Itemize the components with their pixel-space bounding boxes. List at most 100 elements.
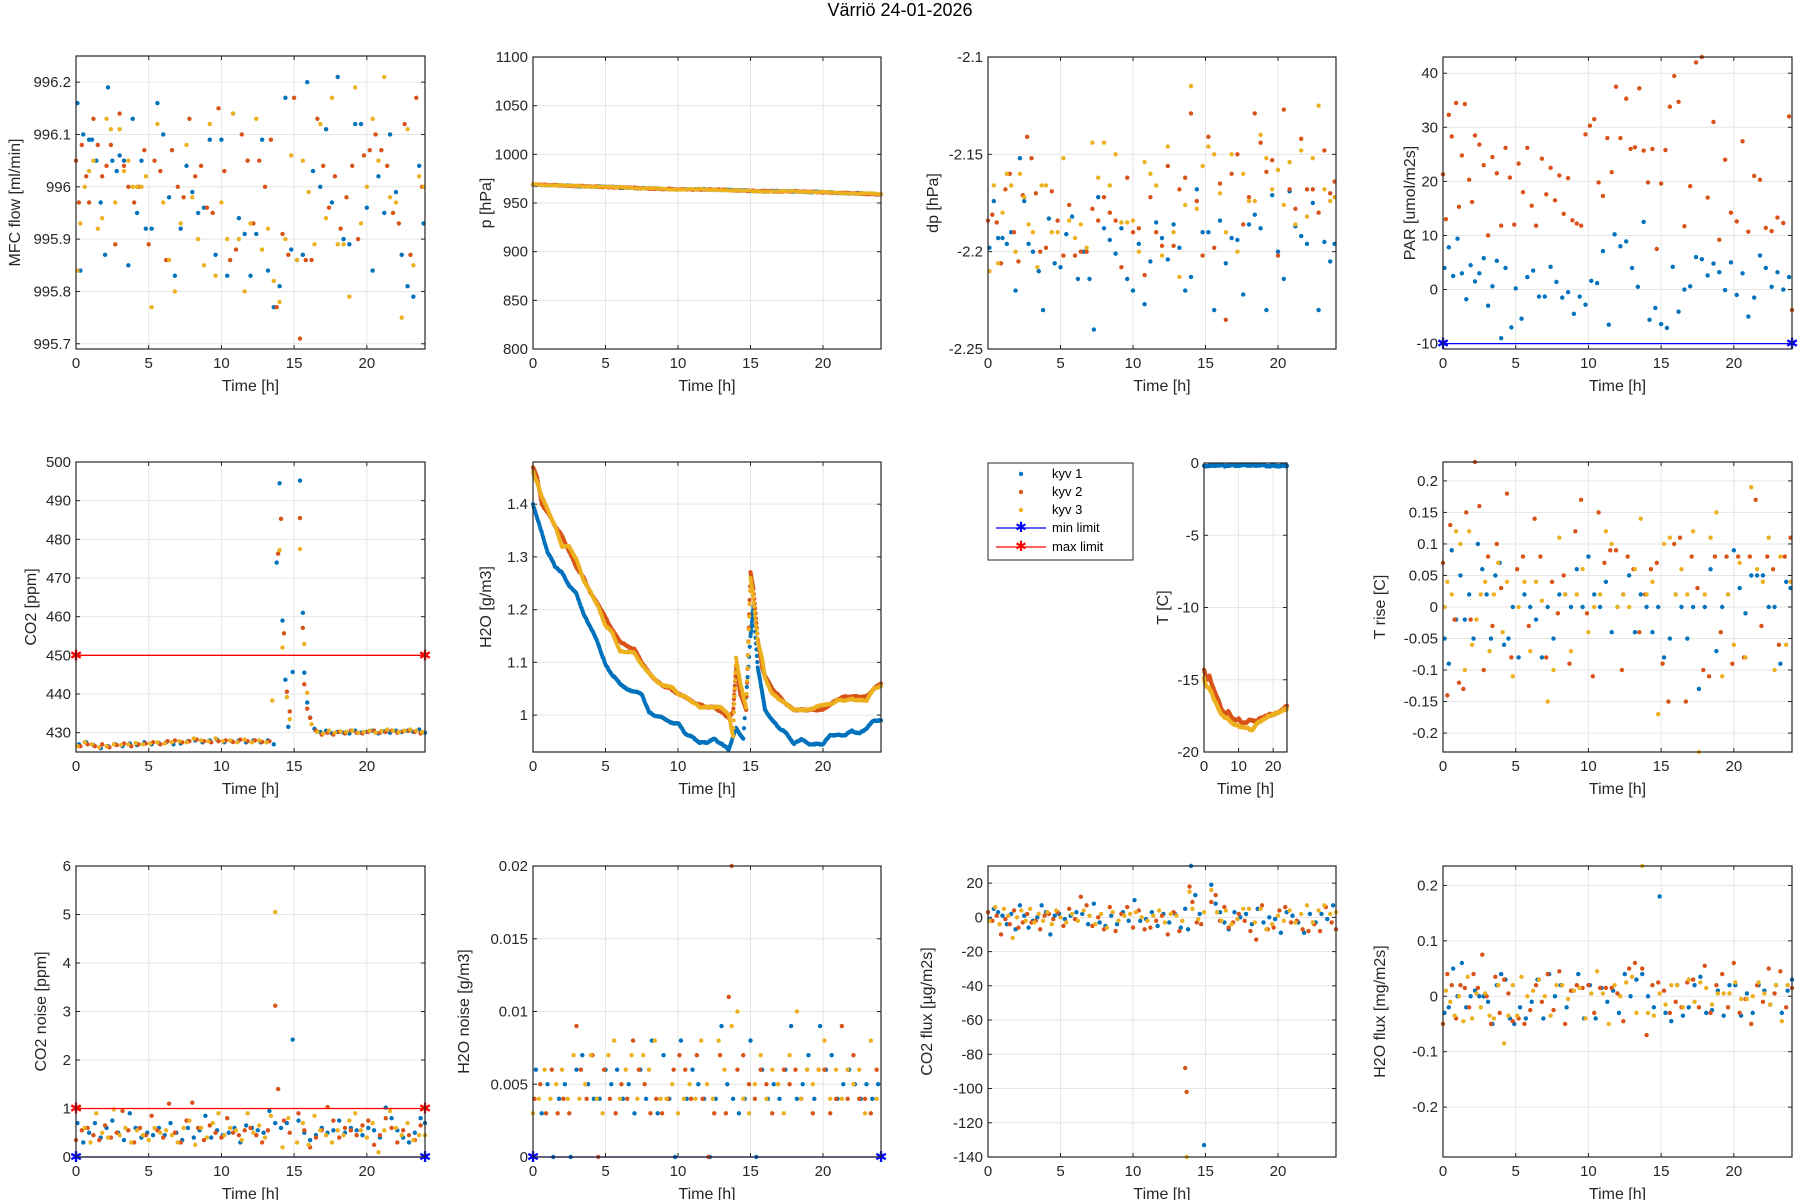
data-point bbox=[828, 1096, 833, 1102]
data-point bbox=[1154, 918, 1159, 923]
series-kyv3 bbox=[1201, 675, 1290, 733]
axes-frame bbox=[75, 461, 426, 753]
data-point bbox=[416, 1132, 422, 1138]
data-point bbox=[1485, 999, 1491, 1004]
data-point bbox=[1714, 982, 1719, 988]
data-point bbox=[997, 922, 1002, 927]
data-point bbox=[1154, 183, 1159, 188]
data-point bbox=[1647, 317, 1652, 322]
data-point bbox=[1258, 140, 1263, 145]
data-point bbox=[178, 226, 183, 231]
data-point bbox=[146, 242, 151, 247]
data-point bbox=[108, 127, 114, 132]
data-point bbox=[262, 1135, 268, 1140]
data-point bbox=[828, 1111, 833, 1116]
data-point bbox=[198, 1125, 204, 1131]
data-point bbox=[1449, 982, 1454, 988]
data-point bbox=[358, 121, 364, 127]
data-point bbox=[158, 1130, 163, 1135]
data-point bbox=[168, 1120, 173, 1126]
data-point bbox=[719, 1023, 724, 1029]
data-point bbox=[302, 1128, 307, 1133]
data-point bbox=[1501, 977, 1507, 982]
data-point bbox=[1258, 132, 1263, 138]
data-point bbox=[1052, 913, 1057, 918]
y-tick-label: -20 bbox=[961, 944, 983, 961]
data-point bbox=[726, 994, 731, 1000]
data-point bbox=[195, 210, 201, 216]
data-point bbox=[1246, 198, 1252, 204]
data-point bbox=[1259, 903, 1265, 908]
data-point bbox=[384, 163, 390, 169]
data-point bbox=[280, 645, 285, 650]
data-point bbox=[1704, 1010, 1709, 1016]
data-point bbox=[1022, 194, 1027, 200]
data-point bbox=[1316, 103, 1321, 108]
data-point bbox=[1696, 1005, 1702, 1010]
data-point bbox=[710, 187, 715, 192]
data-point bbox=[366, 1118, 371, 1123]
data-point bbox=[86, 168, 92, 174]
data-point bbox=[1769, 284, 1774, 290]
data-point bbox=[1539, 655, 1545, 660]
data-point bbox=[1027, 906, 1033, 911]
data-point bbox=[1728, 260, 1734, 265]
data-point bbox=[121, 168, 127, 174]
data-point bbox=[1557, 969, 1562, 974]
data-point bbox=[1516, 161, 1521, 166]
data-point bbox=[193, 174, 198, 179]
data-point bbox=[1165, 144, 1171, 149]
data-point bbox=[1190, 899, 1195, 905]
data-point bbox=[236, 1132, 242, 1138]
data-point bbox=[1632, 145, 1638, 150]
data-point bbox=[1714, 510, 1719, 515]
data-point bbox=[1471, 971, 1476, 977]
data-point bbox=[1709, 1002, 1715, 1007]
data-point bbox=[1737, 560, 1742, 566]
data-point bbox=[1506, 991, 1511, 996]
data-point bbox=[236, 236, 242, 242]
data-point bbox=[329, 95, 335, 101]
data-point bbox=[577, 1096, 582, 1102]
data-point bbox=[1577, 294, 1582, 299]
data-point bbox=[225, 1116, 230, 1121]
data-point bbox=[297, 478, 303, 483]
data-point bbox=[1696, 686, 1702, 692]
data-point bbox=[1087, 276, 1092, 282]
data-point bbox=[1142, 302, 1147, 307]
data-point bbox=[143, 226, 148, 231]
data-point bbox=[1596, 510, 1601, 515]
data-point bbox=[344, 729, 349, 735]
data-point bbox=[735, 1009, 740, 1014]
data-point bbox=[166, 195, 172, 200]
x-tick-label: 10 bbox=[1580, 1163, 1597, 1180]
x-tick-label: 20 bbox=[358, 1163, 375, 1180]
data-point bbox=[117, 127, 122, 132]
data-point bbox=[242, 1128, 247, 1133]
data-point bbox=[1310, 187, 1316, 192]
data-point bbox=[411, 294, 416, 299]
data-point bbox=[1692, 999, 1697, 1004]
data-point bbox=[1051, 916, 1056, 922]
data-point bbox=[1626, 604, 1632, 610]
data-point bbox=[1035, 265, 1040, 270]
y-axis-label: dp [hPa] bbox=[925, 173, 942, 233]
data-point bbox=[1549, 579, 1555, 584]
data-point bbox=[643, 1096, 649, 1102]
data-point bbox=[1267, 915, 1272, 920]
data-point bbox=[277, 299, 282, 305]
data-point bbox=[1725, 592, 1731, 597]
data-point bbox=[1509, 655, 1514, 660]
x-tick-label: 10 bbox=[1580, 355, 1597, 372]
data-point bbox=[851, 1082, 856, 1087]
data-point bbox=[1328, 198, 1333, 204]
data-point bbox=[1733, 980, 1738, 985]
data-point bbox=[1672, 541, 1677, 547]
data-point bbox=[1049, 922, 1055, 927]
data-point bbox=[1217, 191, 1223, 196]
x-tick-label: 20 bbox=[815, 355, 832, 372]
data-point bbox=[751, 595, 756, 600]
data-point bbox=[991, 198, 996, 204]
data-point bbox=[162, 741, 167, 746]
